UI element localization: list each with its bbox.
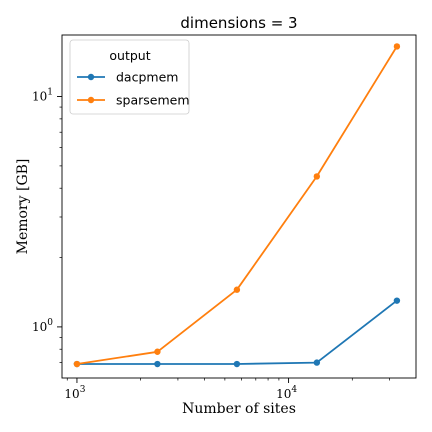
legend-box	[69, 39, 190, 115]
series-line-dacpmem	[76, 299, 398, 365]
x-tick-label: 103	[64, 385, 85, 401]
x-axis-label: Number of sites	[182, 401, 296, 417]
legend: output dacpmem sparsemem	[69, 39, 190, 115]
data-point-sparsemem	[73, 360, 81, 368]
y-axis-label: Memory [GB]	[15, 159, 31, 255]
legend-label-dacpmem: dacpmem	[116, 70, 178, 85]
legend-label-sparsemem: sparsemem	[116, 93, 190, 108]
data-point-dacpmem	[154, 360, 161, 368]
data-point-dacpmem	[393, 297, 401, 304]
chart-title: dimensions = 3	[180, 14, 297, 32]
data-point-sparsemem	[393, 43, 401, 50]
x-tick-label: 104	[276, 385, 297, 401]
plot-frame	[61, 34, 417, 379]
legend-marker-dacpmem	[87, 73, 95, 81]
data-point-sparsemem	[313, 173, 321, 180]
data-point-sparsemem	[154, 348, 161, 355]
data-point-sparsemem	[233, 286, 241, 293]
y-tick-label: 100	[32, 318, 53, 334]
plot-area: 103 104 100 101	[32, 34, 417, 401]
y-tick-label: 101	[32, 88, 53, 104]
legend-marker-sparsemem	[87, 96, 95, 104]
data-point-dacpmem	[233, 360, 241, 368]
data-point-dacpmem	[313, 359, 321, 366]
legend-title: output	[109, 48, 150, 63]
